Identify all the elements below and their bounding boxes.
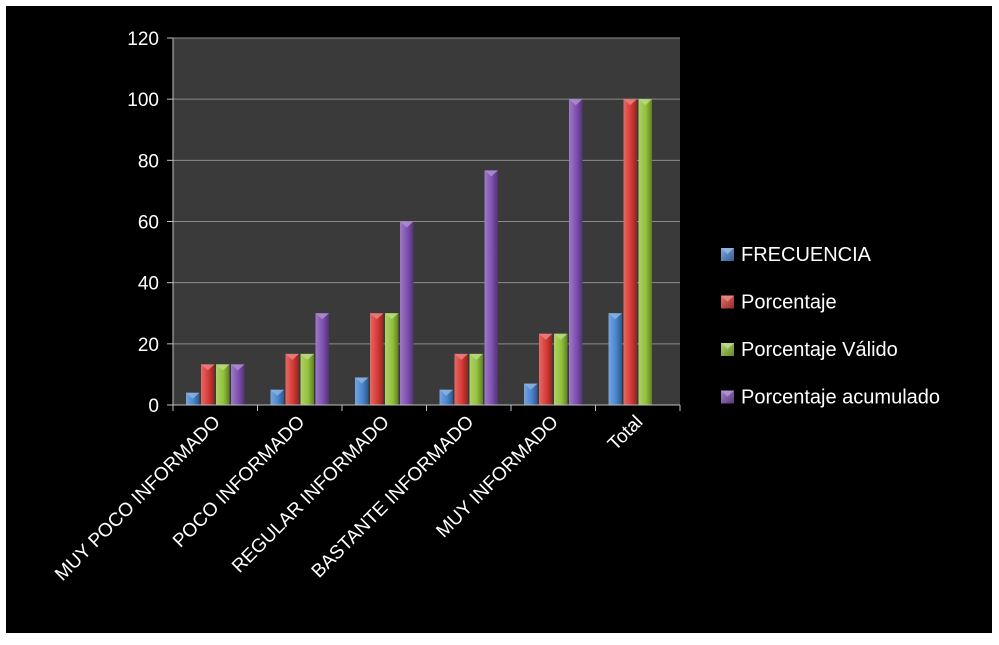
legend-swatch-cap bbox=[721, 248, 734, 254]
legend-swatch bbox=[721, 390, 734, 404]
bar-cap bbox=[201, 364, 215, 371]
bar-cap bbox=[370, 313, 384, 320]
legend-swatch-cap bbox=[721, 390, 734, 397]
bars bbox=[186, 99, 652, 406]
bar-cap bbox=[285, 353, 299, 360]
bar-porcentaje-v-lido-4 bbox=[554, 333, 568, 405]
legend-swatch-cap bbox=[721, 343, 734, 349]
bar-frecuencia-1 bbox=[270, 389, 284, 405]
x-tick-label: MUY POCO INFORMADO bbox=[51, 412, 225, 586]
bar-cap bbox=[270, 389, 284, 396]
bar-cap bbox=[385, 313, 399, 320]
bar-porcentaje-2 bbox=[370, 313, 384, 405]
x-tick-label: REGULAR INFORMADO bbox=[228, 412, 394, 578]
bar-porcentaje-0 bbox=[201, 364, 215, 405]
bar-cap bbox=[355, 377, 369, 384]
chart-frame: 0 20 40 60 80 100 120 MUY POCO INFORMADO POCO I… bbox=[6, 6, 992, 633]
bar-cap bbox=[524, 383, 538, 390]
bar-cap bbox=[439, 389, 453, 396]
bar-cap bbox=[484, 170, 498, 177]
bar-porcentaje-v-lido-2 bbox=[385, 313, 399, 405]
bar-porcentaje-acumulado-4 bbox=[569, 99, 583, 406]
bar-cap bbox=[608, 313, 622, 320]
legend-label: Porcentaje bbox=[741, 292, 837, 314]
gridlines bbox=[173, 37, 680, 345]
legend-swatch bbox=[721, 295, 734, 309]
bar-frecuencia-2 bbox=[355, 377, 369, 405]
bar-frecuencia-5 bbox=[608, 313, 622, 405]
bar-porcentaje-3 bbox=[454, 353, 468, 405]
bar-cap bbox=[638, 99, 652, 106]
bar-cap bbox=[539, 333, 553, 340]
bar-porcentaje-v-lido-0 bbox=[216, 364, 230, 405]
bar-cap bbox=[569, 99, 583, 106]
bar-frecuencia-0 bbox=[186, 392, 200, 405]
y-tick-label: 40 bbox=[138, 274, 159, 295]
bar-porcentaje-acumulado-1 bbox=[315, 313, 329, 405]
bar-porcentaje-5 bbox=[623, 99, 637, 406]
bar-cap bbox=[469, 353, 483, 360]
y-tick-label: 80 bbox=[138, 151, 159, 172]
y-tick-labels: 0 20 40 60 80 100 120 bbox=[127, 29, 173, 417]
x-tick-label: Total bbox=[604, 412, 647, 455]
y-tick-label: 120 bbox=[127, 29, 159, 50]
y-tick-label: 60 bbox=[138, 213, 159, 234]
bar-cap bbox=[300, 353, 314, 360]
legend-swatch-cap bbox=[721, 295, 734, 302]
y-tick-label: 0 bbox=[148, 396, 159, 417]
bar-porcentaje-4 bbox=[539, 333, 553, 405]
bar-cap bbox=[400, 221, 414, 228]
legend-label: Porcentaje acumulado bbox=[741, 387, 940, 409]
legend-swatch bbox=[721, 248, 734, 261]
x-tick-label: BASTANTE INFORMADO bbox=[308, 412, 479, 583]
legend-label: FRECUENCIA bbox=[741, 244, 872, 266]
bar-frecuencia-3 bbox=[439, 389, 453, 405]
bar-cap bbox=[454, 353, 468, 360]
bar-frecuencia-4 bbox=[524, 383, 538, 405]
bar-cap bbox=[231, 364, 245, 371]
bar-porcentaje-v-lido-1 bbox=[300, 353, 314, 405]
bar-porcentaje-acumulado-3 bbox=[484, 170, 498, 405]
y-tick-label: 100 bbox=[127, 90, 159, 111]
legend-label: Porcentaje Válido bbox=[741, 339, 898, 361]
legend-swatch bbox=[721, 343, 734, 356]
bar-porcentaje-v-lido-3 bbox=[469, 353, 483, 405]
bar-cap bbox=[315, 313, 329, 320]
bar-porcentaje-1 bbox=[285, 353, 299, 405]
bar-cap bbox=[623, 99, 637, 106]
bar-cap bbox=[186, 392, 200, 399]
bar-porcentaje-acumulado-0 bbox=[231, 364, 245, 405]
bar-cap bbox=[216, 364, 230, 371]
bar-cap bbox=[554, 333, 568, 340]
y-tick-label: 20 bbox=[138, 335, 159, 356]
bar-porcentaje-v-lido-5 bbox=[638, 99, 652, 406]
bar-porcentaje-acumulado-2 bbox=[400, 221, 414, 405]
legend: FRECUENCIA Porcentaje Porcentaje Válido Por… bbox=[721, 244, 940, 409]
